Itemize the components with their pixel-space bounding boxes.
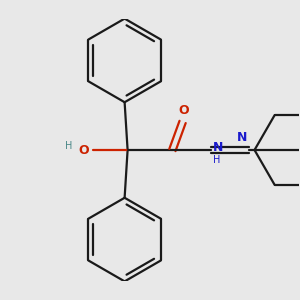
Text: H: H (65, 140, 72, 151)
Text: N: N (237, 131, 247, 144)
Text: O: O (179, 104, 189, 118)
Text: O: O (78, 143, 89, 157)
Text: N: N (213, 140, 223, 154)
Text: H: H (213, 155, 220, 165)
